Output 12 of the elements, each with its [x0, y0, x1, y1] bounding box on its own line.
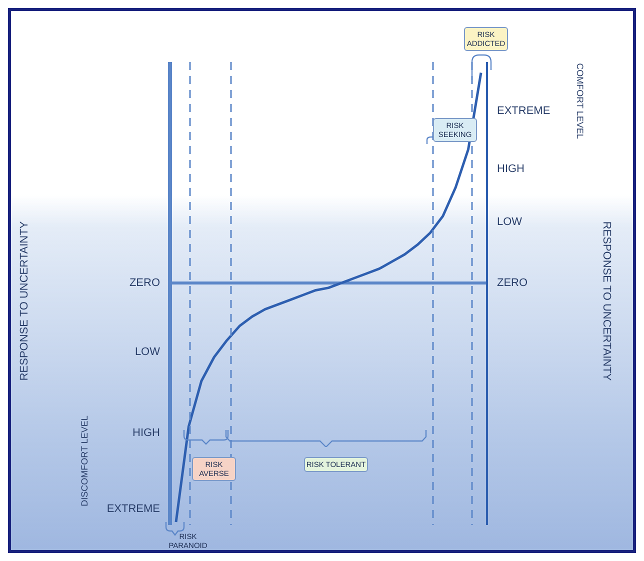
- text: ZERO: [128, 276, 160, 290]
- text: COMFORT LEVEL: [575, 63, 585, 139]
- text: LOW: [134, 345, 160, 359]
- text: EXTREME: [497, 104, 552, 118]
- text: RESPONSE TO UNCERTAINTY: [19, 221, 32, 381]
- text: LOW: [497, 215, 524, 229]
- text: EXTREME: [106, 502, 160, 516]
- text: HIGH: [132, 426, 160, 440]
- text: RESPONSE TO UNCERTAINTY: [601, 221, 614, 381]
- text: DISCOMFORT LEVEL: [79, 416, 90, 506]
- text: ZERO: [497, 276, 529, 290]
- text: HIGH: [497, 162, 526, 176]
